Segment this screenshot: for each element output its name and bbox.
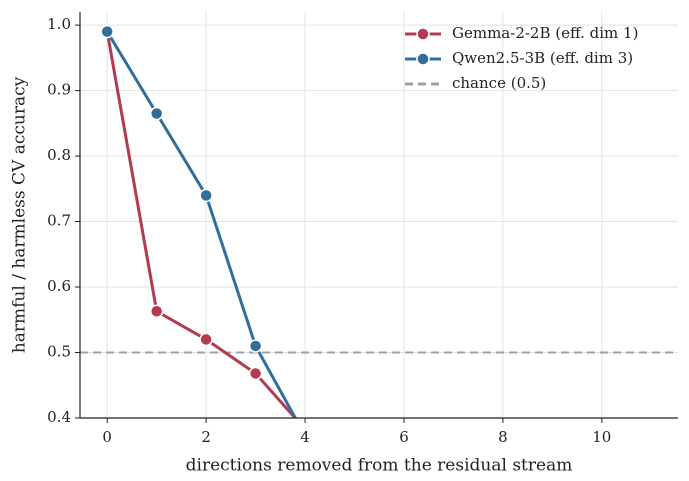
legend-label: Qwen2.5-3B (eff. dim 3) [452, 49, 633, 67]
legend: Gemma-2-2B (eff. dim 1) Qwen2.5-3B (eff. … [405, 24, 638, 92]
y-tick-label: 0.4 [47, 408, 71, 426]
point [149, 106, 164, 121]
x-tick-label: 10 [592, 428, 611, 446]
point [100, 24, 114, 39]
y-tick-label: 0.6 [47, 277, 71, 295]
legend-marker [416, 52, 430, 66]
x-axis-label: directions removed from the residual str… [186, 456, 573, 476]
y-tick-label: 0.5 [47, 343, 71, 361]
legend-marker [416, 27, 430, 41]
x-tick-label: 2 [201, 428, 211, 446]
y-tick-label: 0.7 [47, 212, 71, 230]
legend-label: chance (0.5) [452, 74, 546, 92]
point [199, 332, 213, 347]
x-tick-label: 0 [102, 428, 112, 446]
point [149, 304, 164, 319]
x-tick-label: 8 [498, 428, 508, 446]
x-tick-label: 4 [300, 428, 310, 446]
ticks: 0 2 4 6 8 10 0.4 0.5 0.6 0.7 0.8 0.9 1.0 [47, 15, 611, 446]
y-tick-label: 0.9 [47, 81, 71, 99]
plot-area [80, 24, 678, 418]
grid [80, 12, 678, 419]
x-tick-label: 6 [399, 428, 409, 446]
point [248, 339, 263, 353]
legend-label: Gemma-2-2B (eff. dim 1) [452, 24, 638, 42]
y-tick-label: 1.0 [47, 15, 71, 33]
point [199, 188, 213, 203]
y-tick-label: 0.8 [47, 146, 71, 164]
point [248, 366, 263, 381]
y-axis-label: harmful / harmless CV accuracy [10, 76, 30, 353]
